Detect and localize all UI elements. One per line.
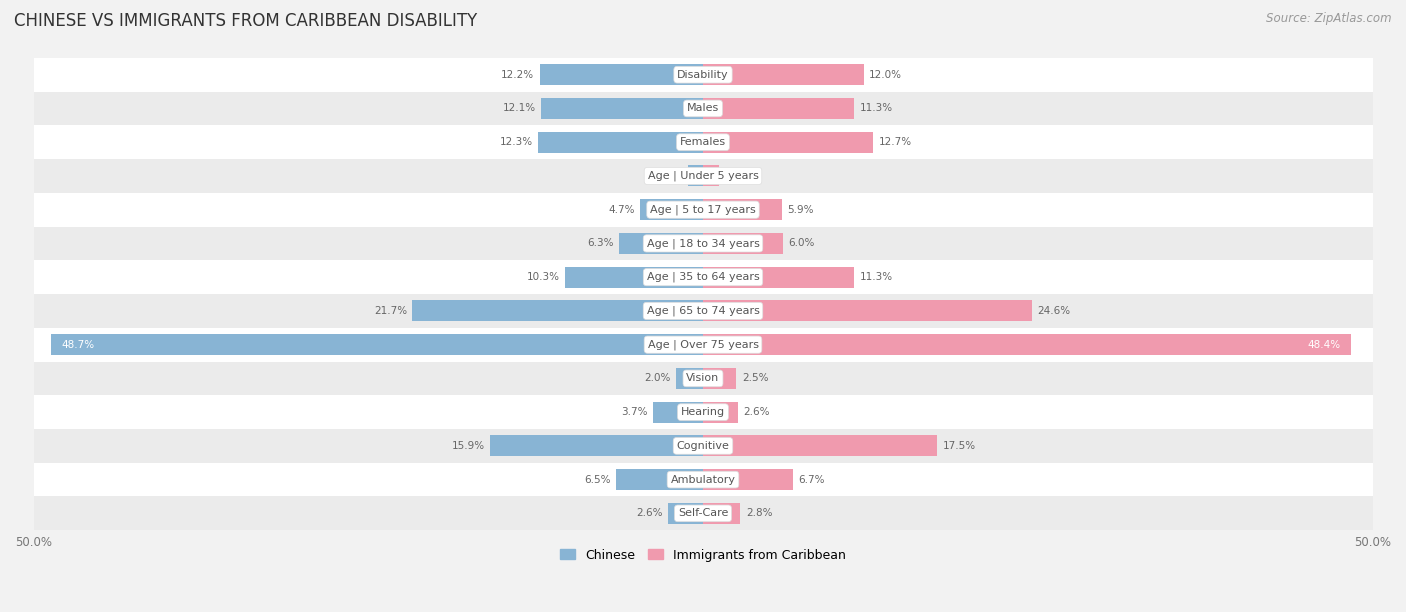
Text: 15.9%: 15.9% [451,441,485,451]
Bar [34,463,1372,496]
Text: Disability: Disability [678,70,728,80]
Bar [619,233,703,254]
Bar [34,193,1372,226]
Bar [703,469,793,490]
Bar [412,300,703,321]
Text: Females: Females [681,137,725,147]
Text: 2.6%: 2.6% [637,509,662,518]
Text: 2.5%: 2.5% [742,373,768,383]
Bar [703,435,938,457]
Text: 6.7%: 6.7% [799,475,824,485]
Text: 48.4%: 48.4% [1308,340,1340,349]
Text: 6.5%: 6.5% [583,475,610,485]
Text: 12.7%: 12.7% [879,137,911,147]
Text: Age | 5 to 17 years: Age | 5 to 17 years [650,204,756,215]
Bar [703,200,782,220]
Bar [654,401,703,423]
Bar [703,334,1351,355]
Bar [703,368,737,389]
Text: 3.7%: 3.7% [621,407,648,417]
Bar [565,267,703,288]
Bar [703,401,738,423]
Text: Age | 35 to 64 years: Age | 35 to 64 years [647,272,759,282]
Text: 11.3%: 11.3% [859,272,893,282]
Bar [703,64,863,85]
Bar [34,159,1372,193]
Bar [703,503,741,524]
Bar [676,368,703,389]
Text: Source: ZipAtlas.com: Source: ZipAtlas.com [1267,12,1392,25]
Bar [34,125,1372,159]
Bar [34,328,1372,362]
Bar [703,267,855,288]
Bar [34,294,1372,328]
Text: Vision: Vision [686,373,720,383]
Bar [668,503,703,524]
Text: 5.9%: 5.9% [787,204,814,215]
Bar [34,429,1372,463]
Text: 1.1%: 1.1% [657,171,683,181]
Text: 2.8%: 2.8% [745,509,772,518]
Bar [703,300,1032,321]
Text: 12.0%: 12.0% [869,70,903,80]
Bar [34,58,1372,92]
Text: 17.5%: 17.5% [942,441,976,451]
Bar [34,92,1372,125]
Text: Ambulatory: Ambulatory [671,475,735,485]
Text: 6.3%: 6.3% [586,239,613,248]
Text: 6.0%: 6.0% [789,239,815,248]
Bar [703,165,718,187]
Text: Cognitive: Cognitive [676,441,730,451]
Bar [689,165,703,187]
Bar [640,200,703,220]
Bar [616,469,703,490]
Text: 4.7%: 4.7% [609,204,634,215]
Text: Self-Care: Self-Care [678,509,728,518]
Legend: Chinese, Immigrants from Caribbean: Chinese, Immigrants from Caribbean [555,543,851,567]
Bar [34,362,1372,395]
Text: Hearing: Hearing [681,407,725,417]
Text: CHINESE VS IMMIGRANTS FROM CARIBBEAN DISABILITY: CHINESE VS IMMIGRANTS FROM CARIBBEAN DIS… [14,12,477,30]
Text: Age | 18 to 34 years: Age | 18 to 34 years [647,238,759,248]
Text: Males: Males [688,103,718,113]
Text: 11.3%: 11.3% [859,103,893,113]
Text: 2.6%: 2.6% [744,407,769,417]
Text: 1.2%: 1.2% [724,171,751,181]
Text: Age | Over 75 years: Age | Over 75 years [648,340,758,350]
Text: 12.2%: 12.2% [501,70,534,80]
Text: 48.7%: 48.7% [62,340,94,349]
Bar [34,226,1372,260]
Bar [538,132,703,152]
Text: 2.0%: 2.0% [644,373,671,383]
Bar [51,334,703,355]
Bar [34,496,1372,530]
Text: Age | Under 5 years: Age | Under 5 years [648,171,758,181]
Bar [540,64,703,85]
Bar [703,98,855,119]
Bar [34,260,1372,294]
Text: 12.1%: 12.1% [502,103,536,113]
Text: 24.6%: 24.6% [1038,306,1071,316]
Text: 10.3%: 10.3% [527,272,560,282]
Text: Age | 65 to 74 years: Age | 65 to 74 years [647,305,759,316]
Bar [541,98,703,119]
Bar [491,435,703,457]
Bar [703,233,783,254]
Text: 12.3%: 12.3% [499,137,533,147]
Bar [34,395,1372,429]
Bar [703,132,873,152]
Text: 21.7%: 21.7% [374,306,408,316]
